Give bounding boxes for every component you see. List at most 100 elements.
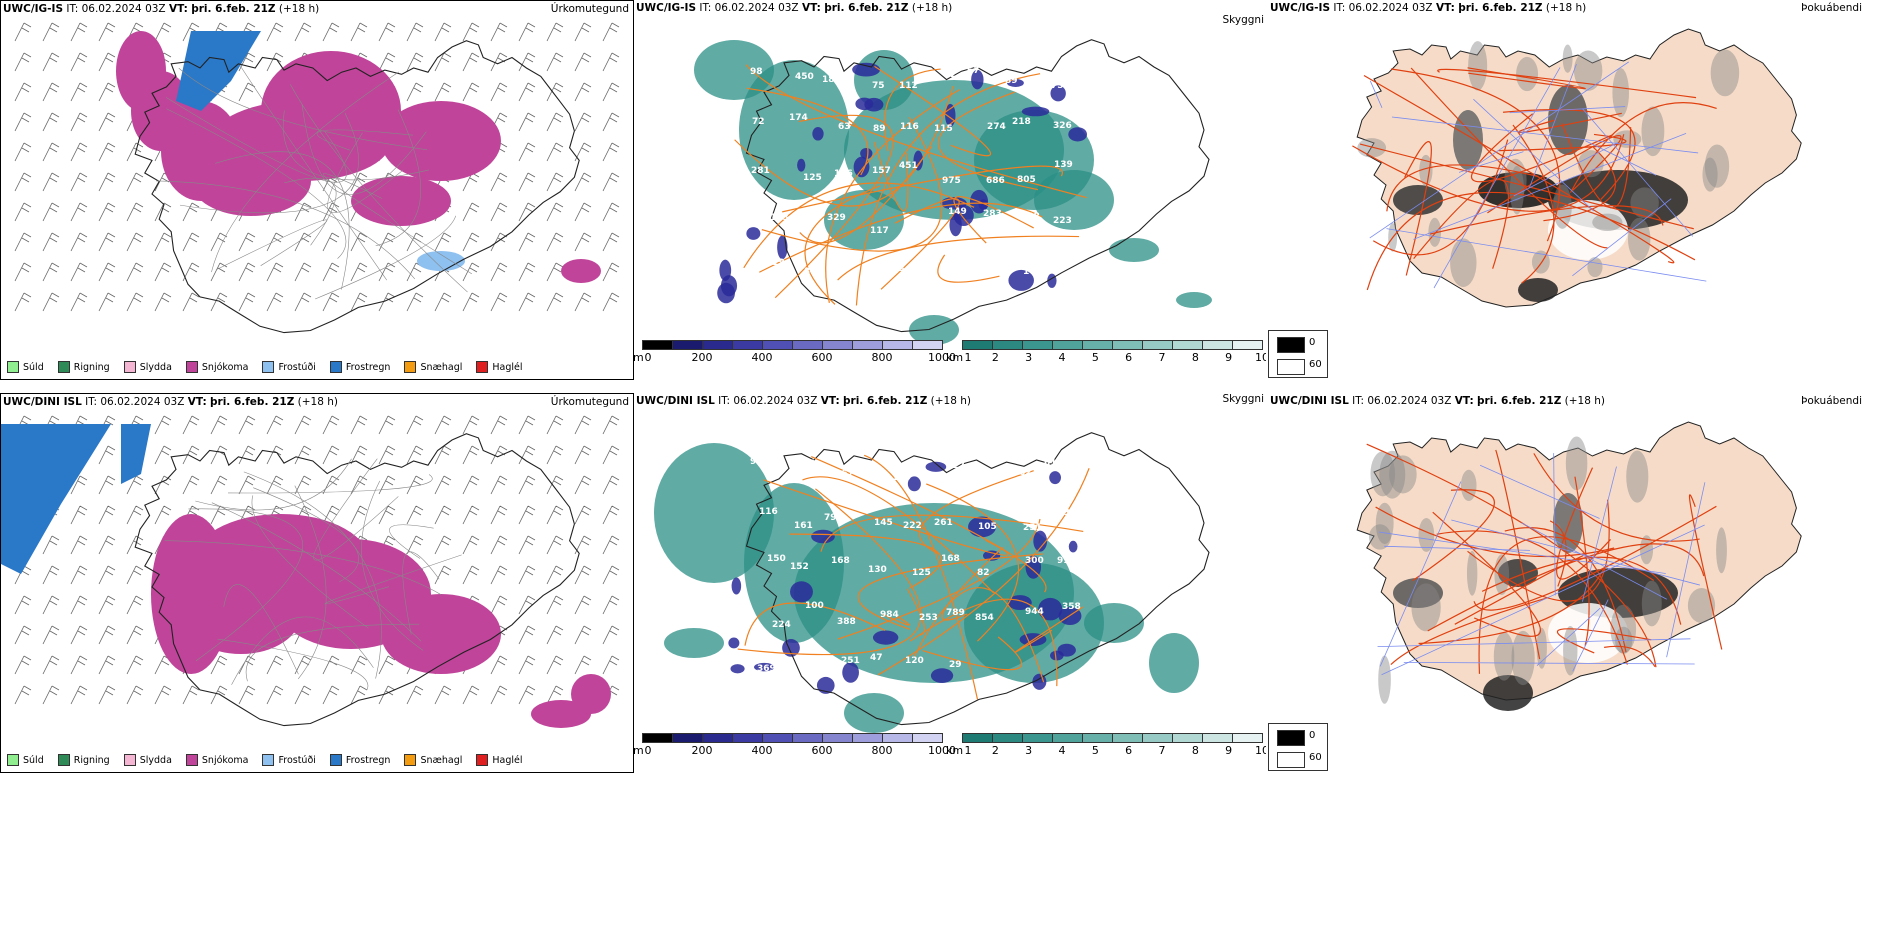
ceiling-value: 105 [978,522,997,532]
legend-label: Rigning [73,754,110,766]
ceiling-value: 75 [872,81,885,91]
colorbar-segment [962,733,993,743]
colorbar-segment [1112,733,1143,743]
ceiling-value: 326 [1053,121,1072,131]
colorbar-segment [822,733,853,743]
precip-legend: Súld Rigning Slydda Snjókoma Frostúði Frostre… [7,361,523,373]
visibility-map: 98 450 184 75 112 52 67 89 75 72 174 63 89 116 115 274 2… [694,39,1212,345]
ceiling-areas [717,62,1088,304]
ceiling-value: 320 [804,267,823,277]
ceiling-value: 152 [790,562,809,572]
legend-swatch [57,361,70,373]
road-network [734,64,1087,306]
colorbar-segment [1052,733,1083,743]
ceiling-value: 369 [757,664,776,674]
ceiling-value: 168 [941,554,960,564]
ceiling-value: 150 [767,554,786,564]
colorbar-segment [1112,340,1143,350]
precip-type-panel: UWC/DINI ISL IT: 06.02.2024 03Z VT: þri.… [0,393,634,773]
ceiling-value: 281 [751,166,770,176]
legend-item: Haglél [476,754,523,766]
ceiling-value: 116 [900,122,919,132]
it-value: 06.02.2024 03Z [81,3,166,15]
ceiling-value: 961 [750,457,769,467]
lead-time: (+18 h) [297,396,339,408]
vt-value: þri. 6.feb. 21Z [824,2,909,14]
ceiling-value: 47 [870,653,883,663]
colorbar-tick: 800 [871,744,893,757]
panel-header: UWC/DINI ISL IT: 06.02.2024 03Z VT: þri.… [1270,395,1605,407]
legend-item: Rigning [57,754,110,766]
it-label: IT: [1352,395,1365,407]
colorbar-segment [732,733,763,743]
colorbar-tick: 200 [691,744,713,757]
colorbar-unit: m [634,351,644,364]
ceiling-value: 75 [1051,81,1064,91]
ceiling-value: 253 [919,613,938,623]
colorbar-tick: 10 [1255,744,1266,757]
colorbar-segment [852,733,883,743]
colorbar-segment [1232,733,1263,743]
fog-areas [1368,436,1727,711]
ceiling-value: 450 [795,72,814,82]
fog-map [1356,421,1802,711]
ceiling-value: 82 [977,568,990,578]
colorbar-tick: 1000 [928,744,956,757]
fog-swatch [1277,337,1305,353]
vt-label: VT: [801,2,821,14]
ceiling-value: 63 [838,122,851,132]
visibility-map: 961 436 267 274 180 122 150 62 61 116 161 79 145 222 2… [654,432,1210,733]
fog-legend-label: 0 [1309,730,1316,741]
panel-title: Úrkomutegund [550,3,629,15]
panel-title: Þokuábendi [1801,2,1862,14]
legend-label: Slydda [139,754,172,766]
panel-title: Þokuábendi [1801,395,1862,407]
legend-swatch [404,754,417,766]
legend-item: Haglél [476,361,523,373]
ceiling-value: 123 [886,264,905,274]
legend-swatch [185,754,198,766]
legend-item: Slydda [123,361,172,373]
colorbar-tick: 8 [1191,744,1199,757]
it-value: 06.02.2024 03Z [1348,2,1433,14]
rivers [1377,453,1706,676]
ceiling-value: 111 [952,256,971,266]
legend-swatch [185,361,198,373]
it-value: 06.02.2024 03Z [714,2,799,14]
ceiling-value: 35 [1070,271,1083,281]
legend-item: Frostúði [262,361,316,373]
colorbar-segment [702,733,733,743]
legend-swatch [7,754,19,766]
road-network [1366,443,1723,674]
ceiling-value: 105 [1023,267,1042,277]
legend-label: Frostregn [345,361,391,373]
model-name: UWC/DINI ISL [3,396,82,408]
panel-header: UWC/IG-IS IT: 06.02.2024 03Z VT: þri. 6.… [1270,2,1586,14]
colorbar-segment [762,733,793,743]
legend-label: Snæhagl [420,361,463,373]
colorbar-segment [1172,340,1203,350]
colorbar-segment [962,340,993,350]
precip-map [1,415,620,728]
ceiling-value: 267 [835,469,854,479]
legend-item: Súld [7,754,44,766]
it-label: IT: [1333,2,1346,14]
legend-swatch [262,754,275,766]
colorbar-segment [702,340,733,350]
legend-swatch [123,361,136,373]
ceiling-value: 62 [1019,468,1032,478]
legend-swatch [123,754,136,766]
colorbar-segment [912,733,943,743]
ceiling-value: 102 [798,658,817,668]
ceiling-value: 967 [979,260,998,270]
colorbar-tick: 6 [1125,351,1133,364]
legend-label: Snjókoma [201,361,249,373]
ceiling-value: 251 [1023,523,1042,533]
colorbar-segment [882,733,913,743]
ceiling-value: 125 [803,173,822,183]
ceiling-value: 358 [1062,602,1081,612]
ceiling-value: 274 [859,469,878,479]
legend-swatch [404,361,417,373]
colorbar-tick: 9 [1225,351,1233,364]
ceiling-value: 125 [912,568,931,578]
